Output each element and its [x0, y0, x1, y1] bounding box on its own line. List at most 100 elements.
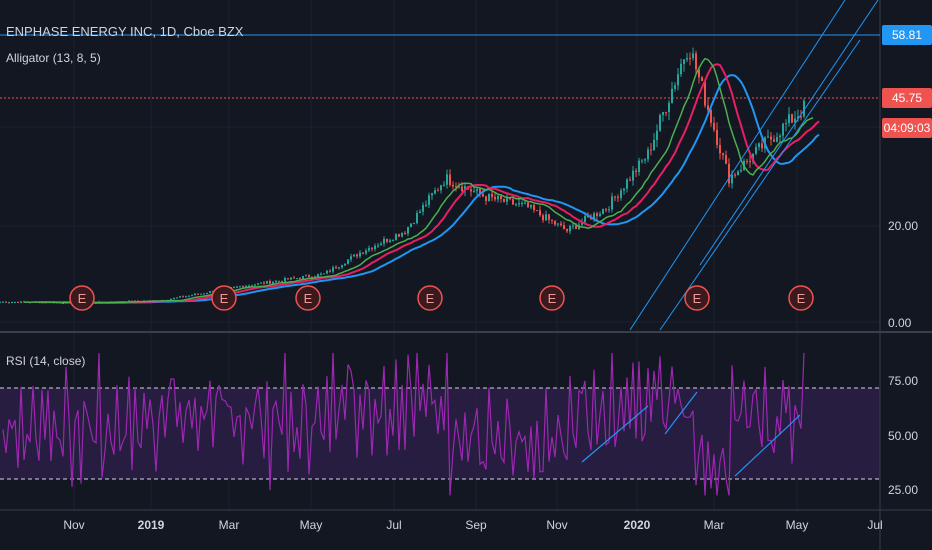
indicator-label[interactable]: Alligator (13, 8, 5)	[6, 51, 101, 65]
countdown-tag: 04:09:03	[882, 118, 932, 138]
candle-body	[740, 169, 742, 172]
candle-body	[257, 283, 259, 285]
candle-body	[446, 174, 448, 185]
channel-line-lower[interactable]	[659, 39, 861, 331]
channel-line-upper[interactable]	[629, 0, 846, 331]
earnings-marker-label: E	[797, 291, 806, 306]
candle-body	[761, 143, 763, 149]
candle-body	[656, 130, 658, 140]
candle-body	[638, 160, 640, 173]
candle-body	[557, 223, 559, 225]
candle-body	[365, 250, 367, 254]
candle-body	[539, 210, 541, 216]
candle-body	[275, 280, 277, 283]
candle-body	[533, 205, 535, 211]
candle-body	[320, 273, 322, 275]
candle-body	[185, 296, 187, 298]
rsi-label[interactable]: RSI (14, close)	[6, 354, 86, 368]
last-price-tag: 45.75	[882, 88, 932, 108]
candle-body	[635, 170, 637, 173]
candle-body	[458, 186, 460, 188]
candle-body	[470, 189, 472, 192]
candle-body	[293, 277, 295, 279]
candle-body	[341, 265, 343, 268]
candle-body	[236, 286, 238, 288]
candle-body	[2, 301, 4, 303]
candle-body	[587, 216, 589, 218]
candle-body	[698, 69, 700, 78]
candle-body	[683, 59, 685, 64]
candle-body	[296, 278, 298, 280]
rsi-trendline-1[interactable]	[581, 405, 649, 463]
candle-body	[596, 213, 598, 216]
candle-body	[728, 163, 730, 184]
candle-body	[200, 293, 202, 295]
candle-body	[788, 114, 790, 124]
candle-body	[680, 63, 682, 75]
candle-body	[665, 111, 667, 113]
candle-body	[716, 129, 718, 146]
rsi-trendline-2[interactable]	[664, 391, 698, 435]
candle-body	[569, 226, 571, 232]
candle-body	[203, 293, 205, 295]
candle-body	[674, 85, 676, 89]
time-axis-label: Nov	[546, 518, 568, 532]
candle-body	[377, 245, 379, 247]
candle-body	[335, 267, 337, 269]
candle-body	[791, 114, 793, 123]
candle-body	[584, 216, 586, 223]
candle-body	[17, 302, 19, 304]
candle-body	[398, 234, 400, 237]
candle-body	[800, 116, 802, 118]
candle-body	[581, 222, 583, 225]
candle-body	[437, 190, 439, 192]
rsi-trendline-3[interactable]	[734, 414, 801, 477]
candle-body	[719, 145, 721, 154]
candle-body	[476, 188, 478, 192]
candle-body	[536, 210, 538, 212]
time-axis-label: Mar	[703, 518, 725, 532]
candle-body	[479, 188, 481, 195]
candle-body	[542, 215, 544, 221]
candle-body	[332, 267, 334, 272]
candle-body	[710, 109, 712, 123]
candle-body	[359, 252, 361, 257]
candle-body	[317, 274, 319, 277]
candle-body	[503, 199, 505, 202]
candle-body	[617, 196, 619, 198]
candle-body	[266, 281, 268, 284]
candle-body	[572, 225, 574, 227]
candle-body	[734, 174, 736, 176]
candle-body	[182, 296, 184, 298]
candle-body	[206, 293, 208, 295]
candle-body	[401, 232, 403, 237]
candle-body	[566, 229, 568, 232]
time-axis-label: Jul	[386, 518, 402, 532]
candle-body	[794, 118, 796, 123]
earnings-marker-label: E	[693, 291, 702, 306]
candle-body	[368, 247, 370, 251]
candle-body	[749, 161, 751, 163]
rsi-axis-label: 75.00	[888, 374, 919, 388]
candle-body	[671, 88, 673, 103]
candle-body	[803, 100, 805, 117]
candle-body	[704, 80, 706, 106]
candle-body	[449, 174, 451, 185]
alligator-teeth-line	[39, 63, 820, 304]
channel-line-middle[interactable]	[699, 0, 879, 266]
candle-body	[209, 291, 211, 294]
time-axis-label: Mar	[218, 518, 240, 532]
candle-body	[173, 297, 175, 299]
candle-body	[344, 263, 346, 266]
rsi-axis-label: 25.00	[888, 483, 919, 497]
candle-body	[779, 135, 781, 138]
candle-body	[0, 301, 1, 303]
candle-body	[524, 202, 526, 204]
candle-body	[497, 196, 499, 200]
candle-body	[170, 298, 172, 301]
candle-body	[179, 296, 181, 298]
candle-body	[260, 282, 262, 284]
candle-body	[530, 205, 532, 208]
